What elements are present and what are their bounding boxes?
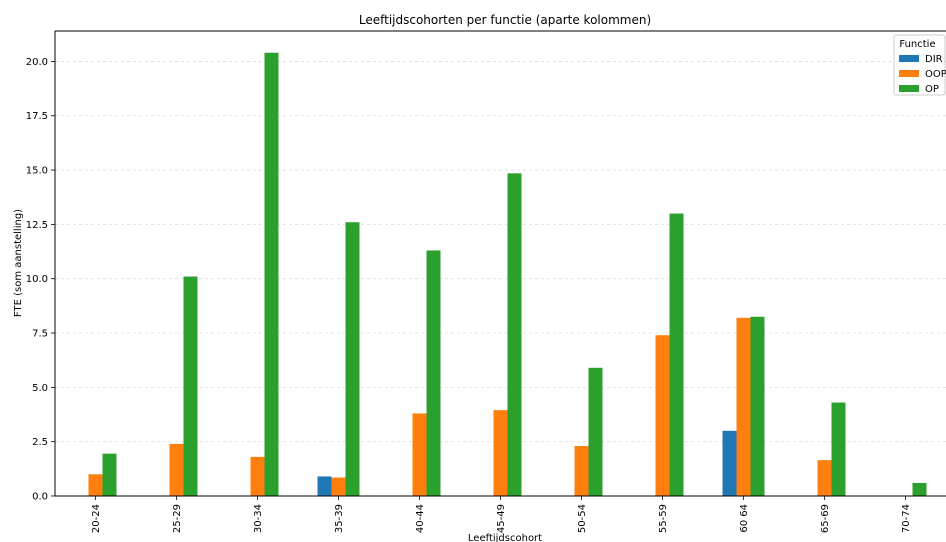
bar-op-65-69 (831, 402, 846, 496)
bar-oop-60-64 (736, 317, 751, 496)
bar-oop-55-59 (655, 335, 670, 496)
x-tick-label: 45-49 (496, 504, 507, 533)
y-tick-label: 2.5 (32, 437, 48, 448)
bar-op-55-59 (669, 213, 684, 496)
legend-title: Functie (899, 39, 935, 50)
bar-op-60-64 (750, 316, 765, 496)
bar-oop-45-49 (493, 410, 508, 496)
y-tick-labels: 0.0 2.5 5.0 7.5 10.0 12.5 15.0 17.5 20.0 (26, 57, 55, 503)
x-axis-label: Leeftijdscohort (468, 533, 542, 542)
legend: Functie DIR OOP OP (893, 34, 946, 96)
x-tick-label: 30-34 (253, 504, 264, 533)
legend-swatch-op (899, 85, 919, 92)
bar-op-35-39 (345, 222, 360, 496)
legend-label-dir: DIR (925, 54, 943, 65)
x-tick-labels: 20-24 25-29 30-34 35-39 40-44 45-49 50-54 55-59… (91, 496, 912, 533)
y-tick-label: 15.0 (26, 166, 48, 177)
legend-label-op: OP (925, 84, 939, 95)
bar-op-30-34 (264, 52, 279, 496)
x-tick-label: 60 64 (739, 504, 750, 533)
legend-label-oop: OOP (925, 69, 946, 80)
bar-op-25-29 (183, 276, 198, 496)
x-tick-label: 20-24 (91, 504, 102, 533)
x-tick-label: 40-44 (415, 504, 426, 533)
x-tick-label: 55-59 (658, 504, 669, 533)
y-tick-label: 17.5 (26, 111, 48, 122)
bar-op-70-74 (912, 482, 927, 496)
y-tick-label: 12.5 (26, 220, 48, 231)
bars-group (88, 52, 927, 496)
y-tick-label: 20.0 (26, 57, 48, 68)
legend-box (893, 34, 946, 96)
y-tick-label: 7.5 (32, 329, 48, 340)
bar-op-20-24 (102, 453, 117, 496)
bar-oop-30-34 (250, 456, 265, 496)
y-tick-label: 5.0 (32, 383, 48, 394)
chart-title: Leeftijdscohorten per functie (aparte ko… (359, 13, 651, 27)
legend-swatch-dir (899, 55, 919, 62)
x-tick-label: 25-29 (172, 504, 183, 533)
bar-oop-35-39 (331, 477, 346, 496)
bar-op-40-44 (426, 250, 441, 496)
legend-swatch-oop (899, 70, 919, 77)
y-tick-label: 10.0 (26, 274, 48, 285)
bar-oop-40-44 (412, 413, 427, 496)
bar-op-45-49 (507, 173, 522, 496)
bar-dir-60-64 (722, 430, 737, 496)
bar-dir-35-39 (317, 476, 332, 496)
bar-oop-25-29 (169, 443, 184, 496)
x-tick-label: 50-54 (577, 504, 588, 533)
bar-oop-65-69 (817, 460, 832, 496)
x-tick-label: 65-69 (820, 504, 831, 533)
y-tick-label: 0.0 (32, 492, 48, 503)
bar-op-50-54 (588, 367, 603, 496)
y-axis-label: FTE (som aanstelling) (13, 209, 24, 317)
bar-oop-20-24 (88, 474, 103, 496)
bar-oop-50-54 (574, 446, 589, 496)
x-tick-label: 70-74 (901, 504, 912, 533)
x-tick-label: 35-39 (334, 504, 345, 533)
